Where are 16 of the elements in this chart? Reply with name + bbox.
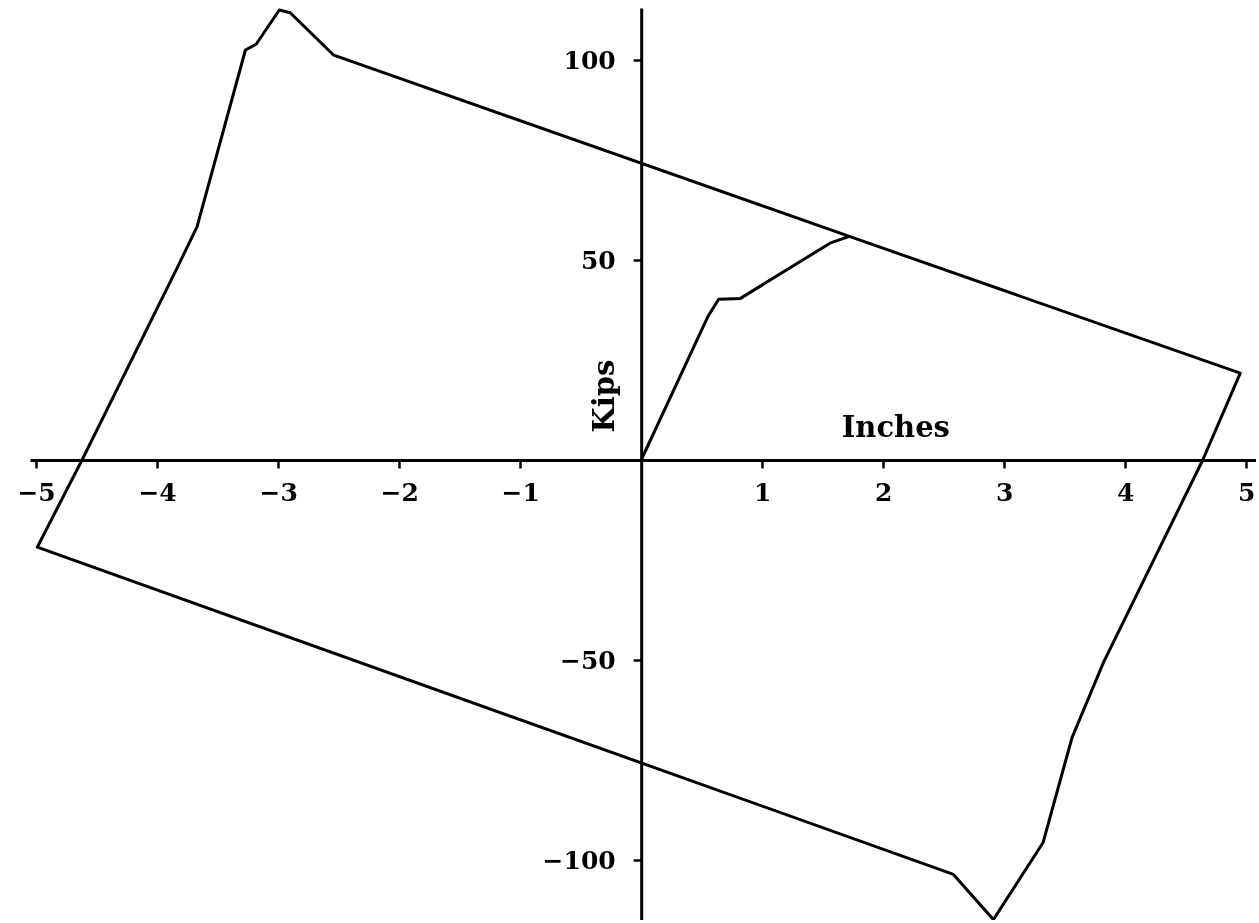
y-tick-label: −50	[559, 645, 616, 675]
y-tick-label: −100	[542, 845, 616, 875]
x-tick-label: −1	[501, 477, 540, 507]
x-tick-label: −2	[380, 477, 419, 507]
x-tick-label: 3	[996, 477, 1014, 507]
y-tick-label: 50	[580, 245, 616, 275]
x-tick-label: 5	[1238, 477, 1256, 507]
x-tick-label: −3	[259, 477, 298, 507]
y-tick-label: 100	[563, 45, 616, 75]
x-tick-label: −5	[17, 477, 56, 507]
x-tick-label: 2	[875, 477, 893, 507]
x-axis-title: Inches	[841, 409, 950, 444]
x-tick-label: −4	[138, 477, 177, 507]
y-axis-title: Kips	[586, 359, 621, 433]
x-tick-label: 1	[754, 477, 772, 507]
x-tick-label: 4	[1117, 477, 1135, 507]
